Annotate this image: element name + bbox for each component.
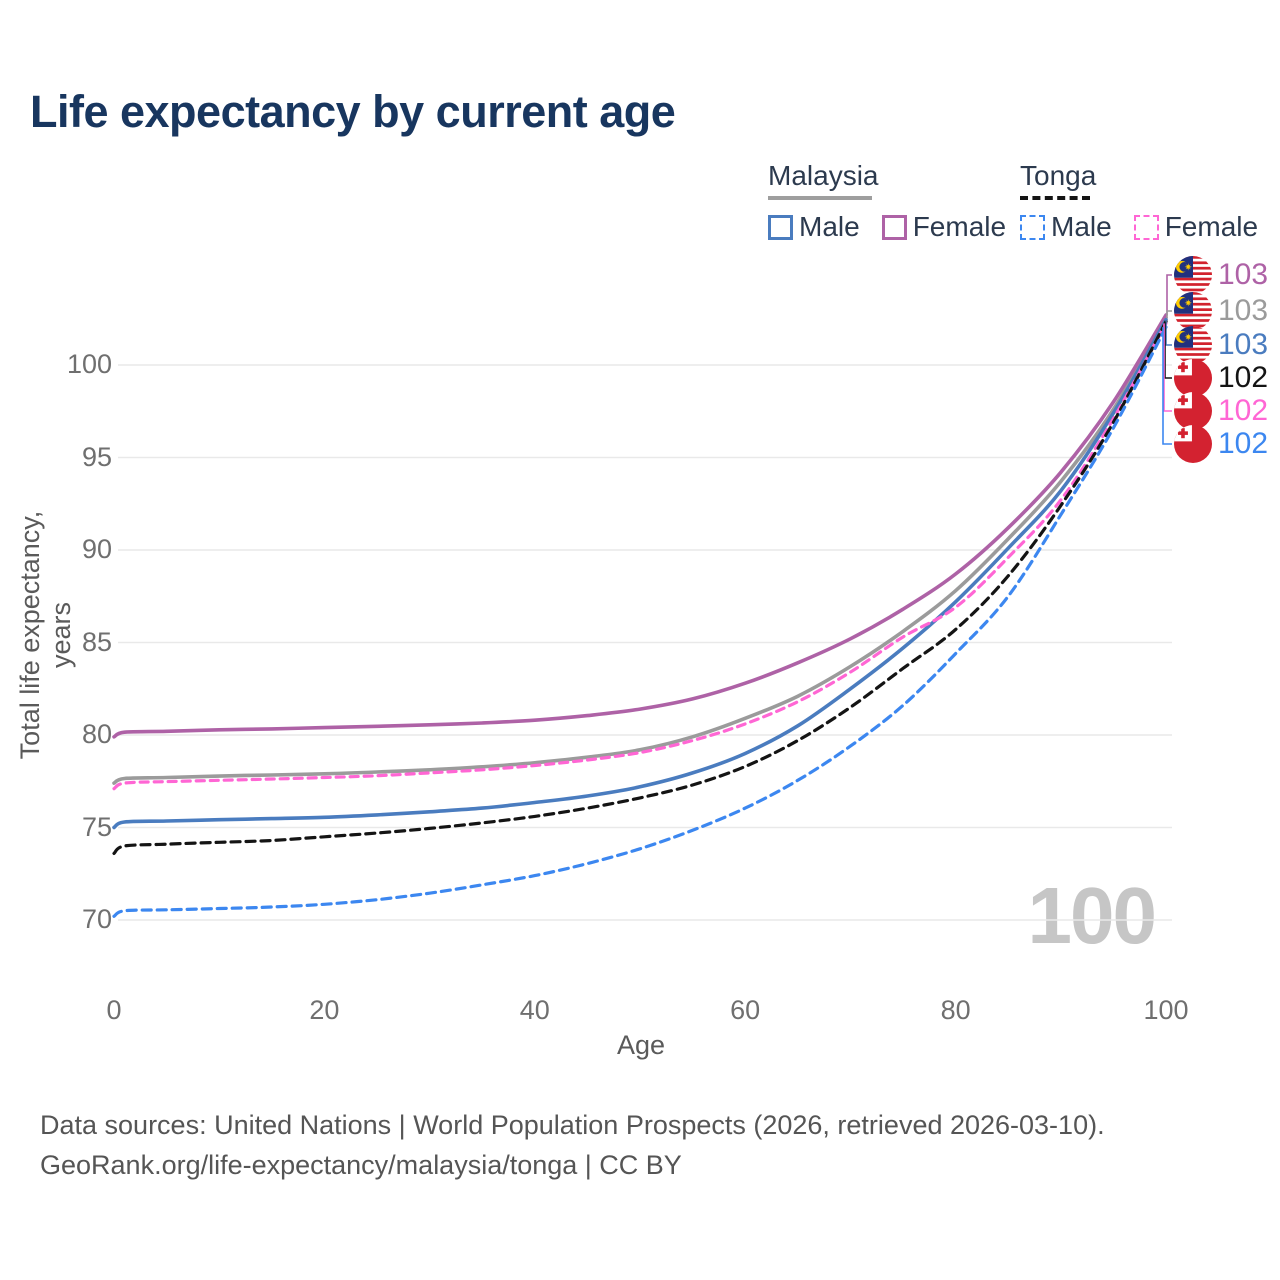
end-label-tonga-female[interactable]: 102 xyxy=(1174,392,1268,430)
end-value: 103 xyxy=(1218,328,1269,361)
y-tick-label: 100 xyxy=(66,349,112,379)
page-title: Life expectancy by current age xyxy=(30,86,676,137)
malaysia-line-style-swatch xyxy=(768,196,872,200)
tonga-flag-icon xyxy=(1174,425,1212,463)
legend-item-malaysia-female[interactable]: Female xyxy=(881,211,1007,243)
y-tick-label: 80 xyxy=(81,719,112,749)
end-value: 103 xyxy=(1218,258,1269,291)
tonga-male-label[interactable]: Male xyxy=(1051,211,1112,242)
series-line-tonga-male[interactable] xyxy=(112,325,1168,918)
x-tick-label: 0 xyxy=(106,995,122,1025)
legend-item-tonga-female[interactable]: Female xyxy=(1133,211,1259,243)
end-label-tonga-total[interactable]: 102 xyxy=(1174,359,1268,397)
end-label-tonga-male[interactable]: 102 xyxy=(1174,425,1268,463)
series-line-malaysia-female[interactable] xyxy=(112,313,1168,739)
series-line-malaysia-male[interactable] xyxy=(112,317,1168,830)
label-connector xyxy=(1166,310,1172,318)
footer-link[interactable]: GeoRank.org/life-expectancy/malaysia/ton… xyxy=(40,1150,682,1180)
age-counter-watermark: 100 xyxy=(1027,871,1157,960)
end-value: 102 xyxy=(1218,361,1269,394)
tonga-line-style-swatch xyxy=(1020,196,1090,200)
y-tick-label: 95 xyxy=(81,441,112,472)
legend-item-tonga-male[interactable]: Male xyxy=(1020,211,1112,243)
legend-item-malaysia-male[interactable]: Male xyxy=(768,211,860,243)
legend-country-tonga: Tonga xyxy=(1020,160,1097,191)
x-axis-title: Age xyxy=(616,1030,666,1060)
end-value: 102 xyxy=(1218,427,1269,460)
x-tick-label: 40 xyxy=(519,995,550,1025)
y-tick-label: 90 xyxy=(81,534,112,564)
series-line-tonga-female[interactable] xyxy=(112,321,1168,791)
y-tick-label: 85 xyxy=(81,626,112,657)
label-connector xyxy=(1162,327,1172,445)
y-tick-label: 70 xyxy=(81,904,112,934)
tonga-male-swatch-icon[interactable] xyxy=(1020,214,1045,240)
x-tick-label: 80 xyxy=(940,995,971,1025)
footer-sources: Data sources: United Nations | World Pop… xyxy=(40,1110,1105,1140)
malaysia-flag-icon xyxy=(1174,256,1212,294)
x-tick-label: 100 xyxy=(1143,995,1189,1025)
y-tick-label: 75 xyxy=(81,811,112,842)
legend-country-malaysia: Malaysia xyxy=(768,160,879,191)
legend-group-malaysia: Malaysia Male Female xyxy=(768,160,1028,243)
label-connector xyxy=(1163,323,1172,412)
series-line-tonga-total[interactable] xyxy=(112,319,1168,855)
label-connector xyxy=(1166,274,1172,316)
malaysia-male-label[interactable]: Male xyxy=(799,211,860,242)
malaysia-flag-icon xyxy=(1174,292,1212,330)
footer: Data sources: United Nations | World Pop… xyxy=(40,1105,1105,1185)
malaysia-female-label[interactable]: Female xyxy=(912,211,1007,242)
x-tick-label: 60 xyxy=(730,995,761,1025)
end-label-malaysia-total[interactable]: 103 xyxy=(1174,292,1268,330)
end-label-malaysia-female[interactable]: 103 xyxy=(1174,256,1268,294)
series-line-malaysia-total[interactable] xyxy=(112,316,1168,785)
legend-group-tonga: Tonga Male Female xyxy=(1020,160,1280,243)
end-value: 102 xyxy=(1218,394,1269,427)
malaysia-female-swatch-icon[interactable] xyxy=(881,214,907,240)
x-tick-label: 20 xyxy=(309,995,340,1025)
end-value: 103 xyxy=(1218,294,1269,327)
malaysia-flag-icon xyxy=(1174,326,1212,364)
end-label-malaysia-male[interactable]: 103 xyxy=(1174,326,1268,364)
tonga-female-swatch-icon[interactable] xyxy=(1133,214,1159,240)
malaysia-male-swatch-icon[interactable] xyxy=(768,214,793,240)
tonga-female-label[interactable]: Female xyxy=(1164,211,1259,242)
